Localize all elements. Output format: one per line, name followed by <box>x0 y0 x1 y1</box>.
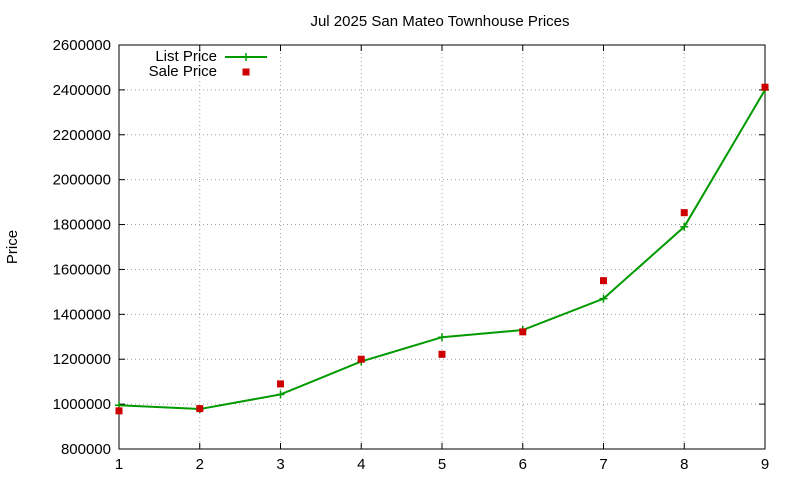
y-tick-label: 1400000 <box>53 306 111 323</box>
sale-price-point <box>196 405 204 413</box>
legend-marker-list-price <box>242 53 250 61</box>
y-tick-label: 2600000 <box>53 37 111 54</box>
grid <box>119 45 765 449</box>
y-tick-label: 1600000 <box>53 261 111 278</box>
x-tick-label: 9 <box>761 456 769 473</box>
x-tick-label: 4 <box>357 456 365 473</box>
chart-title: Jul 2025 San Mateo Townhouse Prices <box>310 13 569 30</box>
sale-price-point <box>115 407 123 415</box>
x-tick-label: 8 <box>680 456 688 473</box>
y-axis-label: Price <box>4 230 21 264</box>
legend-marker-sale-price <box>242 68 250 76</box>
series <box>115 83 769 415</box>
list-price-point <box>680 222 689 231</box>
plot-frame <box>118 44 766 450</box>
x-tick-label: 6 <box>519 456 527 473</box>
y-tick-label: 1200000 <box>53 351 111 368</box>
legend-label-sale-price: Sale Price <box>149 63 217 80</box>
sale-price-point <box>519 328 527 336</box>
tick-labels: 800000 1000000 1200000 1400000 1600000 180000… <box>53 37 770 473</box>
y-tick-label: 1800000 <box>53 217 111 234</box>
y-tick-label: 800000 <box>61 441 111 458</box>
y-tick-label: 1000000 <box>53 396 111 413</box>
y-tick-label: 2200000 <box>53 127 111 144</box>
sale-price-point <box>438 350 446 358</box>
x-tick-label: 5 <box>438 456 446 473</box>
list-price-point <box>276 390 285 399</box>
x-tick-label: 3 <box>276 456 284 473</box>
x-tick-label: 2 <box>196 456 204 473</box>
list-price-point <box>599 294 608 303</box>
sale-price-point <box>357 355 365 363</box>
sale-price-point <box>680 209 688 217</box>
y-tick-label: 2400000 <box>53 82 111 99</box>
x-tick-label: 1 <box>115 456 123 473</box>
sale-price-point <box>600 277 607 285</box>
sale-price-point <box>277 380 284 388</box>
legend-label-list-price: List Price <box>155 48 217 65</box>
x-tick-label: 7 <box>599 456 607 473</box>
y-tick-label: 2000000 <box>53 172 111 189</box>
sale-price-point <box>761 83 769 91</box>
list-price-point <box>438 333 446 342</box>
